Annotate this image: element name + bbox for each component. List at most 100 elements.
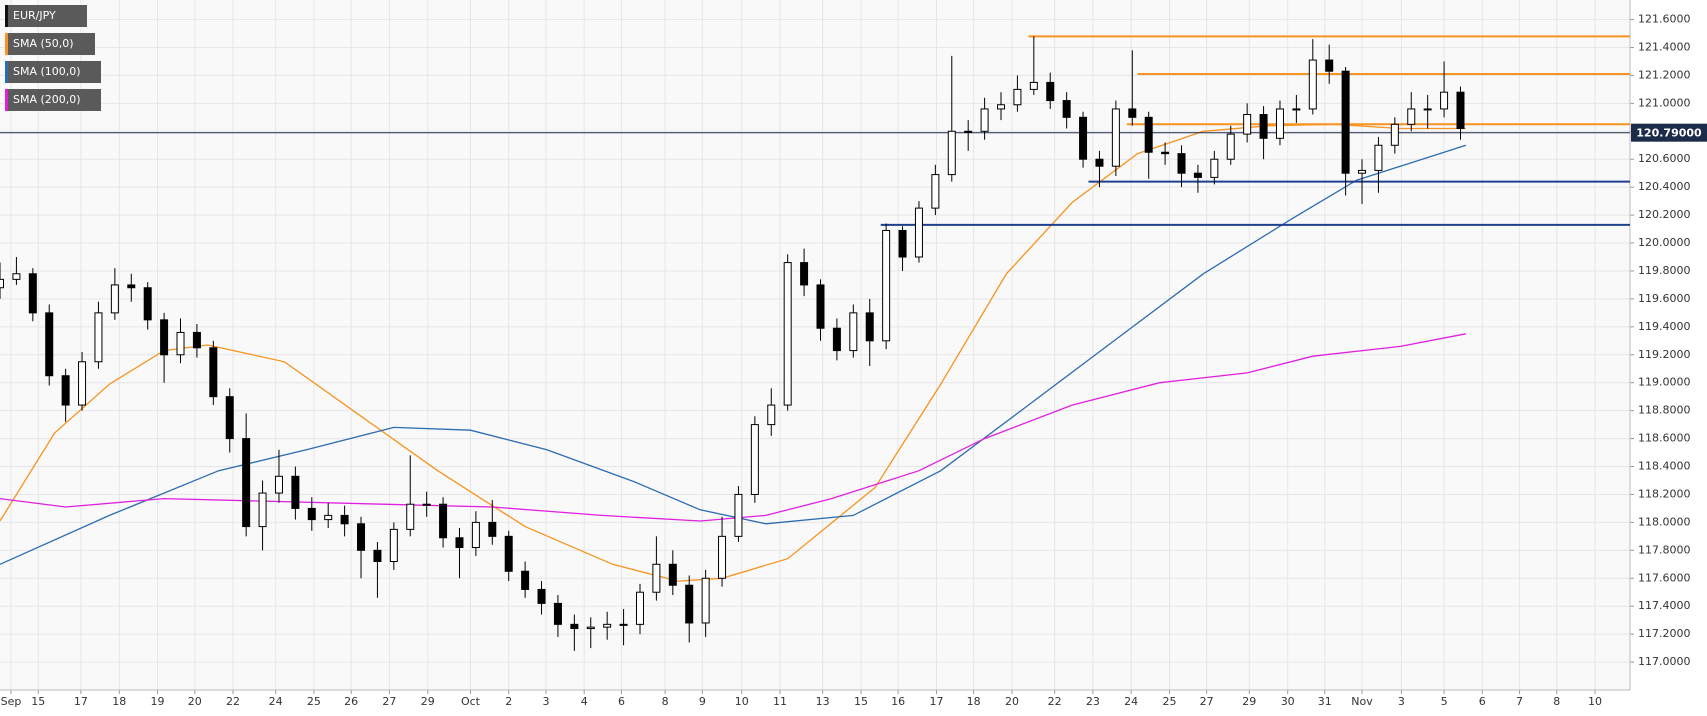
candle-body	[1095, 158, 1104, 167]
candle-body	[1079, 116, 1088, 160]
candle-body	[94, 312, 103, 363]
candle-body	[307, 507, 316, 521]
x-tick-label: 19	[151, 695, 165, 708]
candle-body	[685, 584, 694, 624]
candle-body	[28, 273, 37, 314]
legend-label: SMA (50,0)	[13, 37, 74, 50]
candle-body	[1374, 144, 1383, 171]
candle-body	[1161, 151, 1170, 155]
candle-body	[1243, 114, 1252, 135]
x-tick-label: 3	[1398, 695, 1405, 708]
candle-body	[471, 521, 480, 549]
x-tick-label: 17	[74, 695, 88, 708]
candle-body	[160, 319, 169, 356]
x-tick-label: 7	[1516, 695, 1523, 708]
x-tick-label: 27	[382, 695, 396, 708]
y-tick-label: 120.0000	[1638, 236, 1691, 249]
candle-body	[1210, 158, 1219, 178]
y-tick-label: 121.4000	[1638, 40, 1691, 53]
x-tick-label: 8	[1553, 695, 1560, 708]
x-tick-label: Oct	[461, 695, 481, 708]
candle-body	[964, 130, 973, 133]
candle-body	[849, 312, 858, 352]
candle-body	[1423, 108, 1432, 111]
candle-body	[1144, 116, 1153, 153]
candle-body	[340, 514, 349, 525]
legend-swatch	[5, 33, 8, 55]
candle-body	[980, 108, 989, 132]
y-tick-label: 121.6000	[1638, 13, 1691, 26]
candle-body	[1226, 133, 1235, 160]
candle-body	[258, 492, 267, 528]
y-tick-label: 118.0000	[1638, 515, 1691, 528]
candle-body	[373, 549, 382, 562]
x-tick-label: 10	[1588, 695, 1602, 708]
y-tick-label: 120.4000	[1638, 180, 1691, 193]
candle-body	[947, 130, 956, 176]
candle-body	[504, 535, 513, 572]
y-tick-label: 117.6000	[1638, 571, 1691, 584]
candle-body	[1407, 108, 1416, 125]
x-tick-label: 23	[1086, 695, 1100, 708]
candle-body	[570, 623, 579, 630]
candle-body	[832, 327, 841, 352]
candle-body	[718, 535, 727, 579]
x-tick-label: 13	[816, 695, 830, 708]
candle-body	[1259, 114, 1268, 139]
x-tick-label: 17	[930, 695, 944, 708]
y-tick-label: 119.2000	[1638, 348, 1691, 361]
candle-body	[422, 503, 431, 506]
x-tick-label: 27	[1200, 695, 1214, 708]
y-tick-label: 117.4000	[1638, 599, 1691, 612]
x-tick-label: 25	[1163, 695, 1177, 708]
y-tick-label: 121.2000	[1638, 68, 1691, 81]
candle-body	[898, 229, 907, 258]
candle-body	[783, 262, 792, 406]
candle-body	[1341, 70, 1350, 174]
candle-body	[357, 523, 366, 551]
y-tick-label: 118.4000	[1638, 460, 1691, 473]
candle-body	[1440, 91, 1449, 110]
candle-body	[406, 503, 415, 530]
candle-body	[537, 588, 546, 604]
plot-background	[0, 0, 1630, 690]
candle-body	[652, 563, 661, 593]
legend-box	[5, 89, 101, 111]
candle-body	[1046, 81, 1055, 102]
x-tick-label: 22	[1048, 695, 1062, 708]
x-tick-label: 8	[662, 695, 669, 708]
x-tick-label: 15	[854, 695, 868, 708]
candle-body	[143, 287, 152, 321]
candle-body	[127, 284, 136, 289]
candle-body	[553, 602, 562, 625]
y-tick-label: 119.0000	[1638, 376, 1691, 389]
candle-body	[12, 273, 21, 280]
sma-line	[0, 333, 1467, 522]
candle-body	[209, 347, 218, 398]
candle-body	[1062, 100, 1071, 118]
candle-body	[274, 475, 283, 494]
candle-body	[701, 577, 710, 624]
candle-body	[324, 514, 333, 521]
candle-body	[291, 475, 300, 509]
last-price-label: 120.79000	[1636, 127, 1702, 140]
x-tick-label: 24	[1124, 695, 1138, 708]
candle-body	[1390, 123, 1399, 146]
candle-body	[1177, 153, 1186, 174]
last-price-box	[1631, 123, 1707, 142]
x-tick-label: 3	[542, 695, 549, 708]
x-tick-label: 11	[773, 695, 787, 708]
candle-body	[455, 537, 464, 549]
x-tick-label: 18	[967, 695, 981, 708]
x-tick-label: 29	[421, 695, 435, 708]
candle-body	[603, 623, 612, 628]
legend-box	[5, 33, 95, 55]
candle-body	[225, 396, 234, 440]
candle-body	[865, 312, 874, 342]
candle-body	[1456, 91, 1465, 130]
candle-body	[882, 229, 891, 342]
candle-body	[488, 521, 497, 537]
candle-body	[750, 424, 759, 495]
candle-body	[997, 104, 1006, 110]
candle-body	[192, 331, 201, 349]
